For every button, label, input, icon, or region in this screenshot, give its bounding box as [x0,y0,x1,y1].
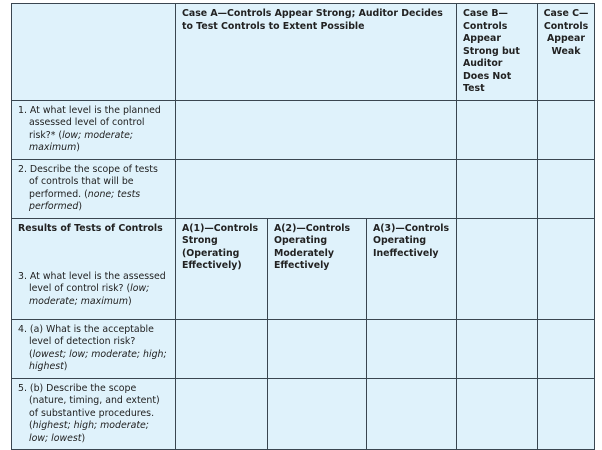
audit-case-table: Case A—Controls Appear Strong; Auditor D… [11,3,595,450]
question-1: 1. At what level is the planned assessed… [11,99,176,160]
answer-cell[interactable] [456,99,538,160]
result-a1: A(1)—Controls Strong (Operating Effectiv… [175,217,268,320]
answer-cell[interactable] [456,318,538,379]
question-2: 2. Describe the scope of tests of contro… [11,158,176,219]
answer-cell[interactable] [537,318,595,379]
table-row: 1. At what level is the planned assessed… [11,99,595,160]
question-3: 3. At what level is the assessed level o… [18,270,166,307]
results-label: Results of Tests of Controls [18,222,163,234]
answer-cell[interactable] [175,99,457,160]
header-case-b: Case B—Controls Appear Strong but Audito… [456,3,538,101]
empty-header-cell [11,3,176,101]
answer-cell[interactable] [537,217,595,320]
result-a3: A(3)—Controls Operating Ineffectively [366,217,457,320]
answer-cell[interactable] [537,158,595,219]
answer-cell[interactable] [456,377,538,450]
question-4: 4. (a) What is the acceptable level of d… [11,318,176,379]
header-case-a: Case A—Controls Appear Strong; Auditor D… [175,3,457,101]
results-and-question-3: Results of Tests of Controls 3. At what … [11,217,176,320]
answer-cell[interactable] [366,377,457,450]
answer-cell[interactable] [175,318,268,379]
answer-cell[interactable] [267,318,367,379]
table-row: 2. Describe the scope of tests of contro… [11,158,595,219]
table-row: 5. (b) Describe the scope (nature, timin… [11,377,595,450]
question-5: 5. (b) Describe the scope (nature, timin… [11,377,176,450]
table-row: Results of Tests of Controls 3. At what … [11,217,595,320]
answer-cell[interactable] [175,377,268,450]
header-row: Case A—Controls Appear Strong; Auditor D… [11,3,595,101]
answer-cell[interactable] [175,158,457,219]
answer-cell[interactable] [456,158,538,219]
answer-cell[interactable] [267,377,367,450]
answer-cell[interactable] [366,318,457,379]
table-row: 4. (a) What is the acceptable level of d… [11,318,595,379]
answer-cell[interactable] [537,377,595,450]
result-a2: A(2)—Controls Operating Moderately Effec… [267,217,367,320]
answer-cell[interactable] [537,99,595,160]
answer-cell[interactable] [456,217,538,320]
header-case-c: Case C—Controls Appear Weak [537,3,595,101]
